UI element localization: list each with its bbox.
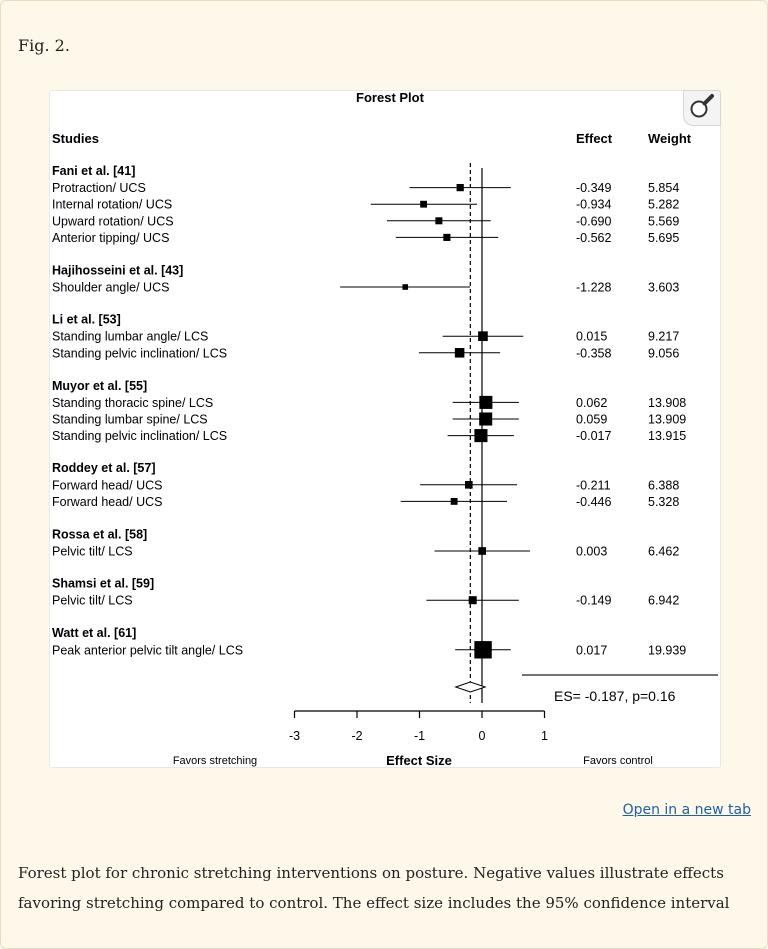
summary-label: ES= -0.187, p=0.16 bbox=[554, 688, 676, 704]
outcome-label: Pelvic tilt/ LCS bbox=[52, 545, 133, 559]
effect-value: -0.017 bbox=[576, 429, 611, 443]
figure-caption: Forest plot for chronic stretching inter… bbox=[18, 864, 730, 912]
figure-label: Fig. 2. bbox=[18, 36, 70, 55]
effect-marker bbox=[435, 217, 443, 225]
outcome-label: Standing lumbar spine/ LCS bbox=[52, 413, 208, 427]
effect-value: -0.358 bbox=[576, 346, 611, 360]
effect-value: -0.349 bbox=[576, 181, 611, 195]
outcome-label: Forward head/ UCS bbox=[52, 495, 162, 509]
favors-left-label: Favors stretching bbox=[173, 755, 257, 767]
column-header-studies: Studies bbox=[52, 131, 99, 146]
effect-marker bbox=[420, 200, 428, 208]
x-axis-label: Effect Size bbox=[386, 753, 452, 767]
summary-diamond bbox=[454, 681, 487, 693]
column-header-weight: Weight bbox=[648, 131, 692, 146]
weight-value: 6.942 bbox=[648, 594, 679, 608]
magnify-button[interactable] bbox=[683, 90, 721, 126]
chart-title: Forest Plot bbox=[356, 91, 425, 105]
x-tick-label: 0 bbox=[479, 729, 486, 743]
study-label: Li et al. [53] bbox=[52, 313, 121, 327]
outcome-label: Standing thoracic spine/ LCS bbox=[52, 396, 213, 410]
effect-value: -0.211 bbox=[576, 478, 611, 492]
effect-value: 0.015 bbox=[576, 330, 607, 344]
column-header-effect: Effect bbox=[576, 131, 613, 146]
x-tick-label: -3 bbox=[289, 729, 300, 743]
effect-value: 0.003 bbox=[576, 545, 607, 559]
study-label: Roddey et al. [57] bbox=[52, 461, 156, 475]
weight-value: 5.328 bbox=[648, 495, 679, 509]
effect-value: -1.228 bbox=[576, 281, 611, 295]
weight-value: 5.854 bbox=[648, 181, 679, 195]
effect-marker bbox=[402, 284, 409, 290]
outcome-label: Forward head/ UCS bbox=[52, 478, 162, 492]
weight-value: 13.908 bbox=[648, 396, 686, 410]
effect-value: -0.149 bbox=[576, 594, 611, 608]
x-tick-label: -2 bbox=[351, 729, 362, 743]
study-label: Watt et al. [61] bbox=[52, 626, 136, 640]
effect-marker bbox=[479, 412, 493, 426]
effect-value: -0.934 bbox=[576, 198, 611, 212]
outcome-label: Internal rotation/ UCS bbox=[52, 198, 172, 212]
magnify-icon bbox=[690, 94, 714, 118]
effect-marker bbox=[465, 480, 473, 489]
weight-value: 5.695 bbox=[648, 231, 679, 245]
effect-value: 0.017 bbox=[576, 643, 607, 657]
effect-marker bbox=[456, 183, 464, 192]
effect-marker bbox=[454, 348, 465, 358]
forest-plot-figure[interactable]: Forest Plot Studies Effect Weight Fani et al… bbox=[49, 90, 721, 768]
outcome-label: Anterior tipping/ UCS bbox=[52, 231, 169, 245]
study-label: Shamsi et al. [59] bbox=[52, 577, 154, 591]
forest-plot-svg: Forest Plot Studies Effect Weight Fani et al… bbox=[52, 91, 718, 767]
effect-value: -0.690 bbox=[576, 214, 611, 228]
effect-marker bbox=[450, 497, 458, 505]
effect-marker bbox=[478, 331, 488, 342]
effect-marker bbox=[468, 596, 477, 605]
outcome-label: Peak anterior pelvic tilt angle/ LCS bbox=[52, 643, 243, 657]
study-label: Muyor et al. [55] bbox=[52, 379, 147, 393]
outcome-label: Pelvic tilt/ LCS bbox=[52, 594, 133, 608]
effect-marker bbox=[479, 395, 493, 409]
x-tick-label: -1 bbox=[414, 729, 425, 743]
study-label: Hajihosseini et al. [43] bbox=[52, 263, 183, 277]
favors-right-label: Favors control bbox=[583, 755, 653, 767]
effect-marker bbox=[474, 641, 492, 659]
weight-value: 5.282 bbox=[648, 198, 679, 212]
weight-value: 6.388 bbox=[648, 478, 679, 492]
weight-value: 9.217 bbox=[648, 330, 679, 344]
weight-value: 9.056 bbox=[648, 346, 679, 360]
outcome-label: Standing lumbar angle/ LCS bbox=[52, 330, 208, 344]
outcome-label: Upward rotation/ UCS bbox=[52, 214, 174, 228]
open-in-new-tab-link[interactable]: Open in a new tab bbox=[622, 802, 751, 818]
effect-value: -0.446 bbox=[576, 495, 611, 509]
effect-value: 0.059 bbox=[576, 413, 607, 427]
effect-marker bbox=[443, 233, 451, 241]
weight-value: 13.909 bbox=[648, 413, 686, 427]
outcome-label: Standing pelvic inclination/ LCS bbox=[52, 429, 227, 443]
outcome-label: Standing pelvic inclination/ LCS bbox=[52, 346, 227, 360]
study-label: Rossa et al. [58] bbox=[52, 527, 147, 541]
study-label: Fani et al. [41] bbox=[52, 164, 135, 178]
weight-value: 3.603 bbox=[648, 281, 679, 295]
effect-value: -0.562 bbox=[576, 231, 611, 245]
weight-value: 5.569 bbox=[648, 214, 679, 228]
effect-value: 0.062 bbox=[576, 396, 607, 410]
effect-marker bbox=[474, 429, 488, 443]
x-tick-label: 1 bbox=[541, 729, 548, 743]
outcome-label: Protraction/ UCS bbox=[52, 181, 146, 195]
outcome-label: Shoulder angle/ UCS bbox=[52, 281, 169, 295]
weight-value: 6.462 bbox=[648, 545, 679, 559]
weight-value: 19.939 bbox=[648, 643, 686, 657]
weight-value: 13.915 bbox=[648, 429, 686, 443]
